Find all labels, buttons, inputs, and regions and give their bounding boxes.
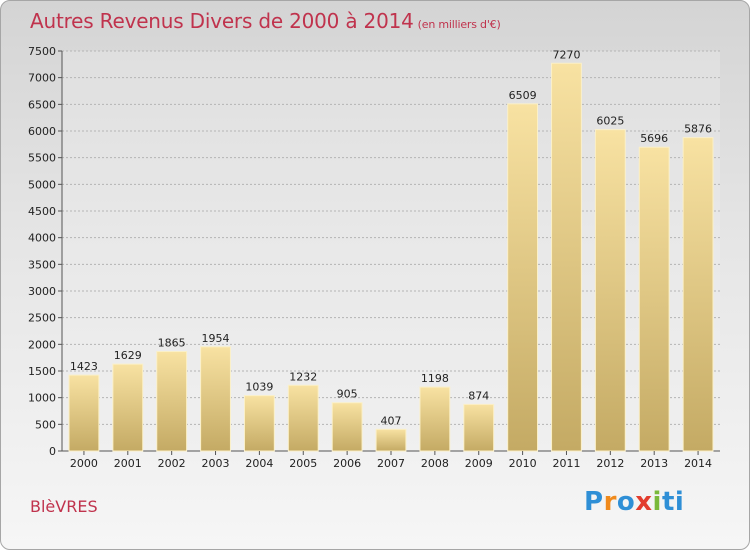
bar-2005	[287, 384, 319, 452]
data-label-2012: 6025	[596, 115, 624, 128]
data-label-2010: 6509	[509, 89, 537, 102]
x-tick-label-2001: 2001	[114, 457, 142, 470]
x-tick-label-2004: 2004	[245, 457, 273, 470]
x-tick-label-2002: 2002	[158, 457, 186, 470]
data-label-2009: 874	[468, 389, 489, 402]
chart-title: Autres Revenus Divers de 2000 à 2014 (en …	[30, 9, 501, 33]
data-label-2001: 1629	[114, 349, 142, 362]
data-label-2013: 5696	[640, 132, 668, 145]
data-label-2000: 1423	[70, 360, 98, 373]
y-tick-label: 7000	[28, 72, 56, 85]
data-label-2011: 7270	[552, 48, 580, 61]
bar-2014	[682, 137, 714, 452]
x-tick-label-2010: 2010	[509, 457, 537, 470]
y-tick-label: 1500	[28, 365, 56, 378]
data-label-2007: 407	[381, 414, 402, 427]
bar-2009	[463, 403, 495, 452]
bar-2006	[331, 402, 363, 452]
bar-2010	[507, 103, 539, 452]
bar-2001	[112, 363, 144, 452]
bar-2008	[419, 386, 451, 452]
y-tick-label: 3500	[28, 258, 56, 271]
y-tick-label: 2000	[28, 338, 56, 351]
chart-unit: (en milliers d'€)	[417, 18, 501, 31]
y-tick-label: 7500	[28, 45, 56, 58]
y-tick-label: 4000	[28, 232, 56, 245]
x-tick-label-2000: 2000	[70, 457, 98, 470]
x-tick-label-2013: 2013	[640, 457, 668, 470]
data-label-2004: 1039	[245, 381, 273, 394]
chart-title-text: Autres Revenus Divers de 2000 à 2014	[30, 9, 414, 33]
bar-2007	[375, 428, 407, 452]
data-label-2002: 1865	[158, 337, 186, 350]
y-tick-label: 4500	[28, 205, 56, 218]
x-tick-label-2014: 2014	[684, 457, 712, 470]
proxiti-logo: Proxiti	[584, 487, 685, 517]
y-tick-label: 500	[35, 418, 56, 431]
x-tick-label-2011: 2011	[552, 457, 580, 470]
y-tick-label: 6500	[28, 98, 56, 111]
bar-2002	[156, 351, 188, 452]
x-tick-label-2003: 2003	[202, 457, 230, 470]
bar-2000	[68, 374, 100, 452]
bar-2003	[200, 346, 231, 452]
y-tick-label: 3000	[28, 285, 56, 298]
x-tick-label-2012: 2012	[596, 457, 624, 470]
y-tick-label: 5000	[28, 178, 56, 191]
bar-2013	[638, 146, 670, 452]
data-label-2005: 1232	[289, 370, 317, 383]
y-tick-label: 1000	[28, 392, 56, 405]
y-tick-label: 2500	[28, 312, 56, 325]
x-tick-label-2009: 2009	[465, 457, 493, 470]
town-name: BlèVRES	[30, 497, 98, 516]
y-tick-label: 5500	[28, 152, 56, 165]
bar-2004	[243, 395, 275, 452]
bar-2011	[551, 62, 582, 452]
data-label-2003: 1954	[202, 332, 230, 345]
y-tick-label: 6000	[28, 125, 56, 138]
bar-2012	[594, 129, 626, 452]
y-tick-label: 0	[49, 445, 56, 458]
data-label-2006: 905	[337, 388, 358, 401]
x-tick-label-2007: 2007	[377, 457, 405, 470]
data-label-2008: 1198	[421, 372, 449, 385]
data-label-2014: 5876	[684, 123, 712, 136]
x-tick-label-2005: 2005	[289, 457, 317, 470]
x-tick-label-2008: 2008	[421, 457, 449, 470]
x-tick-label-2006: 2006	[333, 457, 361, 470]
